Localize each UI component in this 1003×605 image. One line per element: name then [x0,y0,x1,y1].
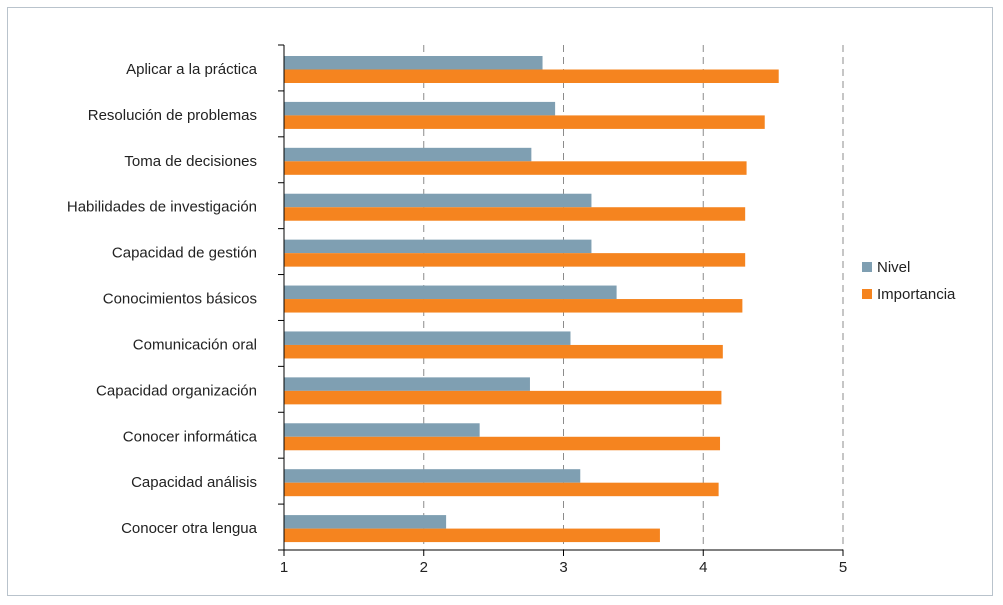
category-label: Resolución de problemas [88,107,257,124]
legend-label-nivel: Nivel [877,259,910,276]
bars [284,56,779,543]
legend-swatch-nivel [862,262,872,272]
chart-frame [7,7,993,596]
bar-nivel [284,423,480,437]
bar-importancia [284,390,722,405]
x-tick-label: 2 [420,559,428,576]
bar-importancia [284,482,719,497]
bar-nivel [284,101,556,116]
category-label: Conocer informática [123,428,258,445]
bar-importancia [284,436,721,451]
category-label: Aplicar a la práctica [126,61,258,78]
bar-importancia [284,115,765,129]
bar-importancia [284,253,746,267]
bar-nivel [284,239,592,254]
legend-label-importancia: Importancia [877,286,956,303]
legend-swatch-importancia [862,289,872,299]
category-label: Toma de decisiones [124,153,257,170]
bar-nivel [284,515,447,529]
bar-nivel [284,377,530,391]
category-label: Conocimientos básicos [103,291,257,308]
axes [278,44,844,556]
bar-nivel [284,193,592,208]
bar-importancia [284,161,747,175]
x-tick-label: 5 [839,559,847,576]
category-labels: Aplicar a la práctica Resolución de probl… [67,61,258,537]
bar-nivel [284,147,532,162]
category-label: Habilidades de investigación [67,199,257,216]
bar-importancia [284,69,779,83]
category-label: Conocer otra lengua [121,520,258,537]
bar-nivel [284,331,571,345]
bar-nivel [284,469,581,483]
x-tick-label: 3 [559,559,567,576]
bar-importancia [284,528,660,543]
bar-importancia [284,299,743,313]
category-label: Capacidad organización [96,382,257,399]
x-tick-label: 4 [699,559,707,576]
tick-labels: 1 2 3 4 5 [280,559,847,576]
bar-importancia [284,207,746,221]
category-label: Capacidad de gestión [112,245,257,262]
bar-nivel [284,56,543,70]
legend: Nivel Importancia [862,259,956,303]
category-label: Capacidad análisis [131,474,257,491]
category-label: Comunicación oral [133,336,257,353]
bar-importancia [284,344,723,359]
x-tick-label: 1 [280,559,288,576]
bar-nivel [284,285,617,300]
